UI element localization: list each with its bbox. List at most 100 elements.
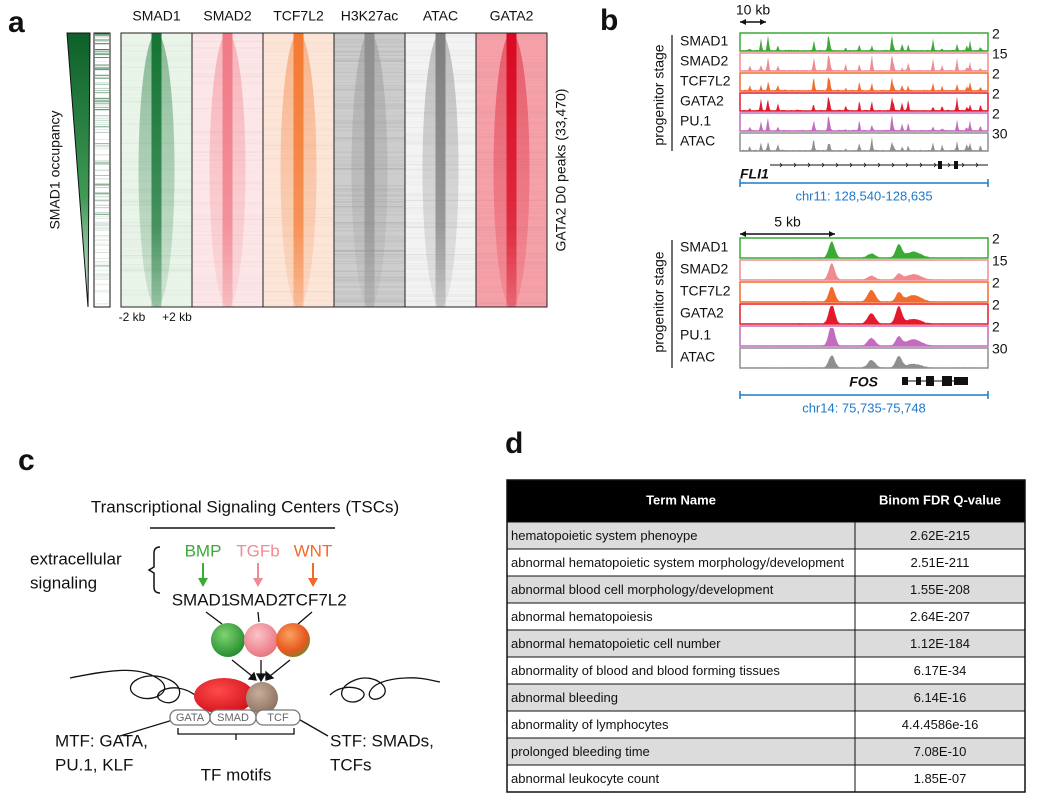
table-header	[507, 480, 1025, 522]
gene-arrow	[905, 162, 909, 168]
table-frame	[506, 479, 1026, 793]
column-title: H3K27ac	[341, 8, 399, 24]
heatmap-core	[293, 33, 304, 307]
motif: TCF	[267, 712, 289, 724]
table-row	[854, 548, 1026, 577]
exon	[902, 377, 908, 385]
gene-arrow	[807, 162, 811, 168]
column-title: TCF7L2	[273, 8, 324, 24]
table-row	[506, 764, 856, 793]
tf-label: SMAD2	[229, 590, 288, 609]
value-cell: 6.14E-16	[914, 690, 967, 705]
y-label: progenitor stage	[651, 44, 667, 145]
track-frame	[739, 303, 989, 325]
arrowhead	[740, 231, 746, 237]
exon	[954, 161, 958, 169]
signal-label: extracellular	[30, 549, 122, 568]
track-frame	[739, 92, 989, 112]
gene-arrow	[933, 162, 937, 168]
track-label: SMAD1	[680, 239, 728, 255]
table-row	[506, 656, 856, 685]
table-row	[854, 737, 1026, 766]
arrowhead	[829, 231, 835, 237]
heatmap-core	[222, 33, 233, 307]
table-row	[506, 521, 856, 550]
track-signal	[740, 115, 988, 131]
column-title: GATA2	[490, 8, 534, 24]
value-cell: 6.17E-34	[914, 663, 967, 678]
term-cell: abnormal hematopoietic cell number	[511, 636, 721, 651]
term-cell: prolonged bleeding time	[511, 744, 650, 759]
term-cell: abnormal leukocyte count	[511, 771, 660, 786]
panel-label: d	[505, 427, 523, 460]
motifs	[169, 709, 301, 726]
track-max: 2	[992, 297, 1000, 313]
track-frame	[739, 237, 989, 259]
exon	[954, 377, 968, 385]
heatmap-core	[364, 33, 375, 307]
value-cell: 1.85E-07	[914, 771, 967, 786]
track-frame	[739, 347, 989, 369]
region-label: chr11: 128,540-128,635	[795, 188, 932, 203]
gene-arrow	[863, 162, 867, 168]
gene-arrow	[961, 162, 965, 168]
table-row	[854, 683, 1026, 712]
track-max: 15	[992, 46, 1008, 62]
value-cell: 1.12E-184	[910, 636, 970, 651]
gene-arrow	[835, 162, 839, 168]
stf-label: STF: SMADs,	[330, 731, 434, 750]
heatmap-core	[151, 33, 162, 307]
arrowhead	[740, 19, 746, 25]
track-label: SMAD2	[680, 261, 728, 277]
signal: TGFb	[236, 541, 279, 560]
track-label: ATAC	[680, 349, 715, 365]
track-label: SMAD1	[680, 33, 728, 49]
track-signal	[740, 241, 988, 258]
column-title: SMAD1	[132, 8, 180, 24]
right-label: GATA2 D0 peaks (33,470)	[553, 89, 569, 252]
gene-arrow	[975, 162, 979, 168]
gene-arrow	[877, 162, 881, 168]
region-label: chr14: 75,735-75,748	[802, 400, 926, 415]
term-cell: abnormal hematopoiesis	[511, 609, 653, 624]
track-label: TCF7L2	[680, 73, 731, 89]
track-frame	[739, 132, 989, 152]
column-title: ATAC	[423, 8, 458, 24]
track-label: ATAC	[680, 133, 715, 149]
track-frame	[739, 112, 989, 132]
track-signal	[740, 77, 988, 91]
value-cell: 1.55E-208	[910, 582, 970, 597]
track-max: 2	[992, 106, 1000, 122]
track-max: 30	[992, 126, 1008, 142]
track-signal	[740, 286, 988, 302]
track-label: TCF7L2	[680, 283, 731, 299]
term-cell: abnormal bleeding	[511, 690, 618, 705]
table-row	[854, 629, 1026, 658]
occupancy-wedge	[66, 32, 91, 308]
track-max: 2	[992, 319, 1000, 335]
term-cell: hematopoietic system phenoype	[511, 528, 697, 543]
gene-arrow	[821, 162, 825, 168]
track-signal	[740, 263, 988, 280]
tf-label: TCF7L2	[285, 590, 346, 609]
track-signal	[740, 328, 988, 346]
value-cell: 7.08E-10	[914, 744, 967, 759]
term-cell: abnormal blood cell morphology/developme…	[511, 582, 774, 597]
track-label: PU.1	[680, 113, 711, 129]
table-row	[854, 656, 1026, 685]
y-label: progenitor stage	[651, 251, 667, 352]
value-cell: 4.4.4586e-16	[902, 717, 979, 732]
track-max: 2	[992, 231, 1000, 247]
heatmap-frame	[475, 32, 548, 308]
scale-label: 10 kb	[736, 2, 770, 18]
tf-label: SMAD1	[172, 590, 231, 609]
gene-arrow	[919, 162, 923, 168]
header-cell: Binom FDR Q-value	[879, 492, 1001, 507]
y-label: SMAD1 occupancy	[47, 110, 63, 229]
gene-arrow	[793, 162, 797, 168]
table-row	[854, 575, 1026, 604]
gene-name: FOS	[849, 374, 878, 390]
mtf-label: MTF: GATA,	[55, 731, 148, 750]
table-row	[854, 710, 1026, 739]
